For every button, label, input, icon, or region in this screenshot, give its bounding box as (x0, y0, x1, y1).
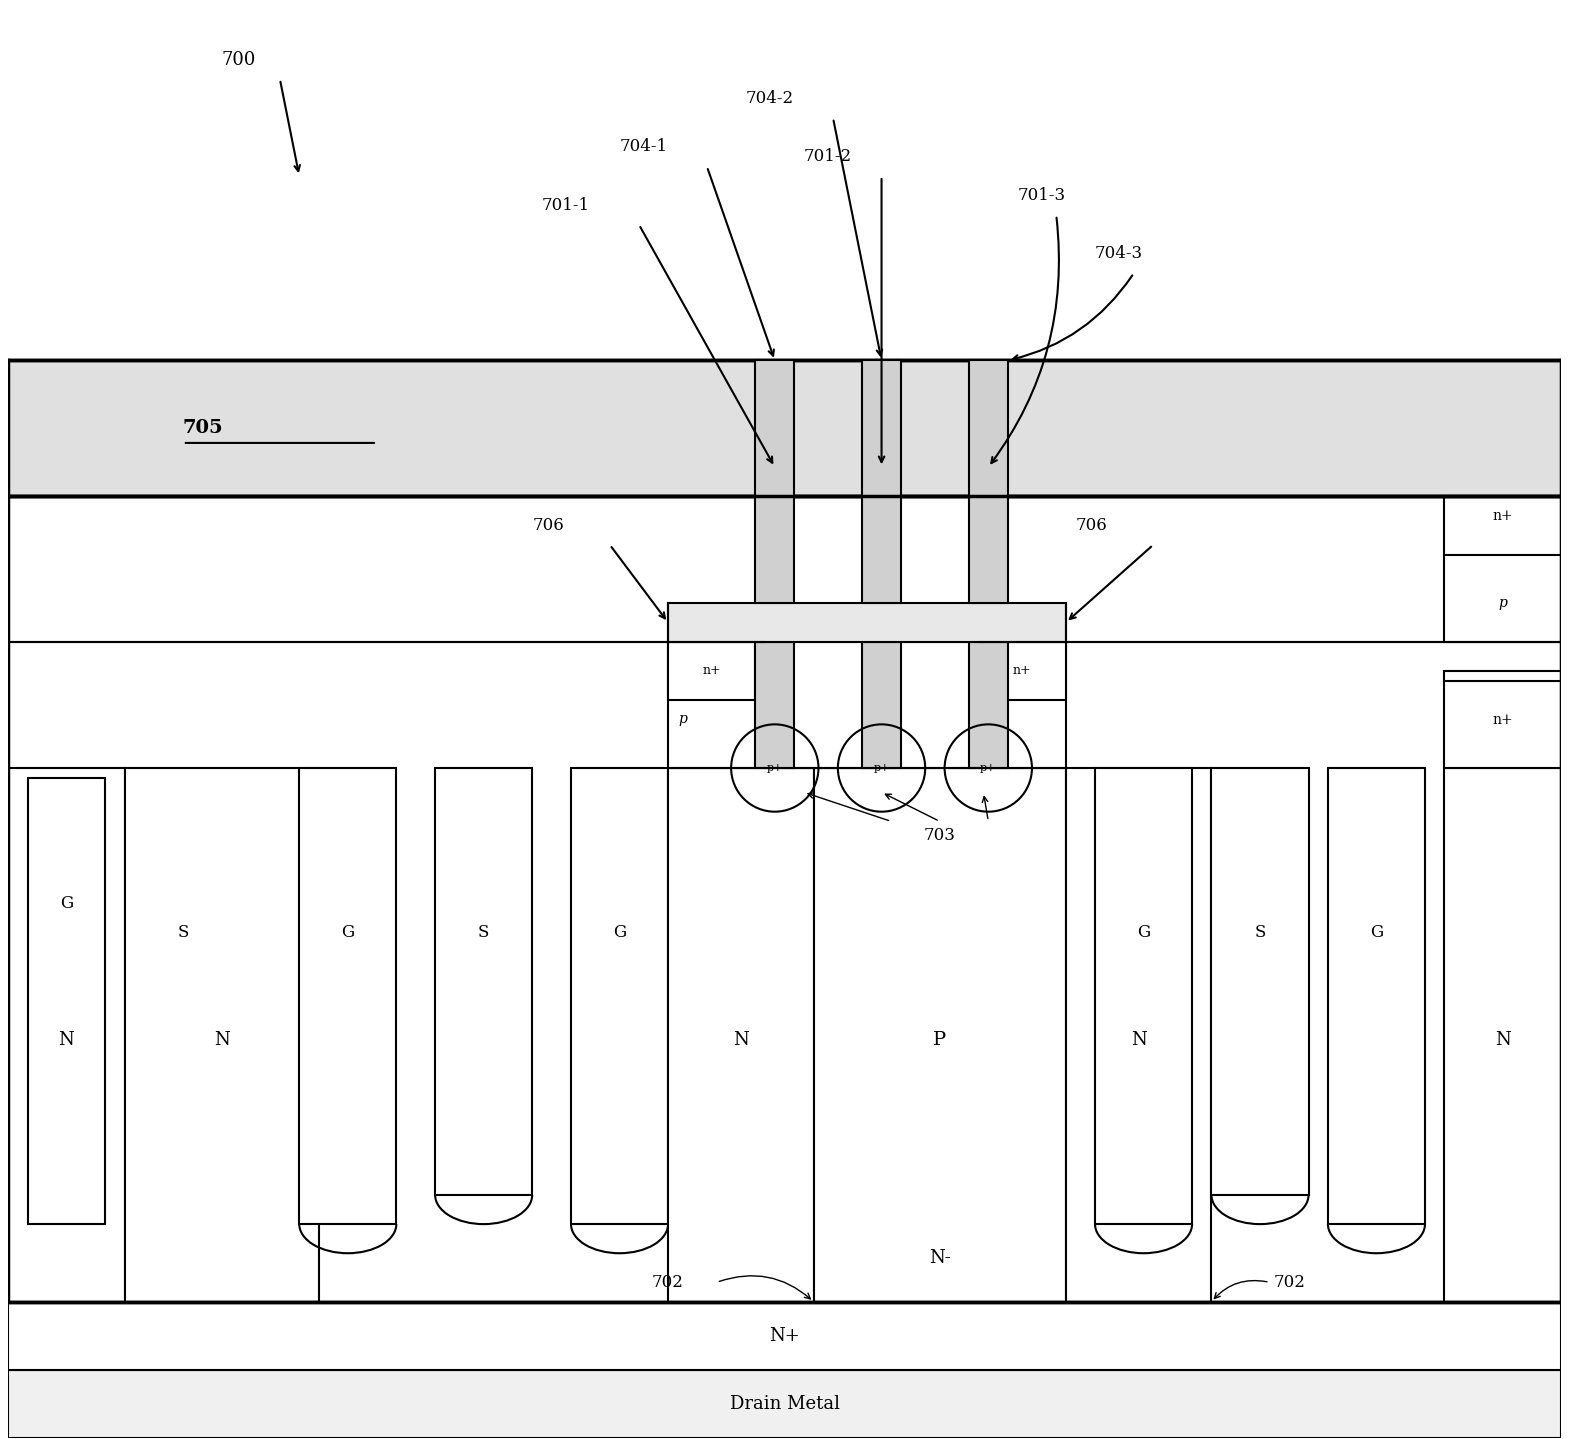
Bar (300, 768, 397, 1225)
Bar (668, 642, 1065, 768)
Bar (1445, 768, 1561, 1302)
Bar (8, 642, 1561, 1302)
Bar (435, 768, 532, 1194)
Bar (8, 496, 1561, 1302)
Bar (8, 768, 124, 1302)
Bar (1445, 671, 1561, 768)
Text: 704-3: 704-3 (1095, 245, 1144, 262)
Text: P: P (934, 1030, 946, 1049)
Bar (144, 836, 221, 1225)
Text: G: G (1370, 924, 1382, 941)
Bar (28, 777, 105, 1225)
Bar (861, 642, 901, 768)
Bar (755, 642, 794, 768)
Text: 706: 706 (1076, 517, 1108, 534)
Bar (970, 642, 1007, 768)
Bar (755, 360, 794, 603)
Text: S: S (479, 924, 490, 941)
Text: 704-1: 704-1 (620, 138, 668, 155)
Bar (979, 642, 1065, 701)
Bar (8, 360, 1561, 496)
Text: G: G (613, 924, 626, 941)
Bar (668, 642, 755, 701)
Text: 701-2: 701-2 (803, 148, 852, 165)
Text: p: p (1498, 596, 1508, 610)
Bar (668, 603, 1065, 642)
Bar (861, 360, 901, 603)
Text: 703: 703 (924, 827, 956, 845)
Text: 700: 700 (221, 50, 256, 69)
Text: N: N (58, 1030, 74, 1049)
Bar (814, 768, 1065, 1302)
Bar (1065, 768, 1211, 1302)
Text: 706: 706 (532, 517, 563, 534)
Bar (124, 768, 319, 1302)
Text: Drain Metal: Drain Metal (730, 1394, 839, 1413)
Bar (668, 768, 814, 1302)
Text: p+: p+ (767, 763, 783, 773)
Text: 701-3: 701-3 (1017, 187, 1065, 204)
Bar (1327, 768, 1425, 1225)
Bar (8, 1370, 1561, 1438)
Bar (970, 360, 1007, 603)
Text: N: N (733, 1030, 748, 1049)
Text: p: p (678, 712, 687, 727)
Text: 704-2: 704-2 (745, 89, 794, 106)
Text: G: G (1138, 924, 1150, 941)
Text: 701-1: 701-1 (541, 197, 590, 213)
Text: G: G (60, 895, 72, 912)
Text: N: N (213, 1030, 229, 1049)
Text: N+: N+ (769, 1327, 800, 1344)
Text: N: N (1131, 1030, 1147, 1049)
Bar (1445, 496, 1561, 642)
Text: n+: n+ (1492, 712, 1513, 727)
Text: n+: n+ (703, 665, 722, 678)
Text: G: G (340, 924, 355, 941)
Text: p+: p+ (981, 763, 996, 773)
Text: 702: 702 (653, 1274, 684, 1291)
Bar (8, 1302, 1561, 1370)
Bar (1095, 768, 1192, 1225)
Text: S: S (177, 924, 188, 941)
Text: 705: 705 (184, 419, 223, 437)
Text: n+: n+ (1492, 509, 1513, 522)
Text: N-: N- (929, 1249, 951, 1268)
Bar (1211, 768, 1309, 1194)
Text: 702: 702 (1272, 1274, 1305, 1291)
Text: S: S (1254, 924, 1266, 941)
Text: N: N (1495, 1030, 1511, 1049)
Text: n+: n+ (1014, 665, 1031, 678)
Bar (571, 768, 668, 1225)
Text: p+: p+ (874, 763, 890, 773)
